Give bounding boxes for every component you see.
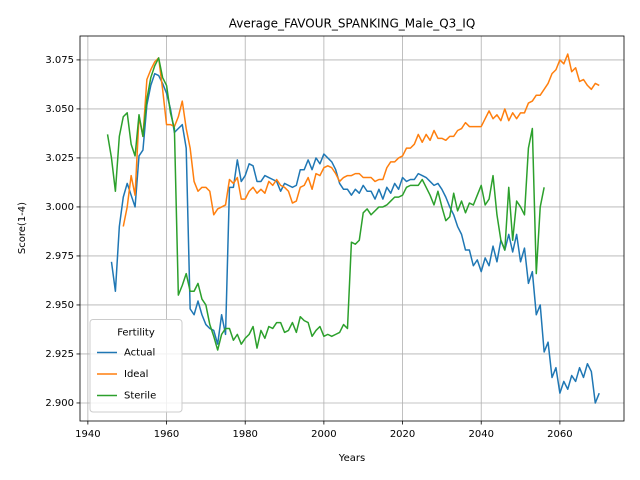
x-tick-label: 1940	[75, 429, 100, 440]
x-tick-label: 2040	[468, 429, 493, 440]
y-tick-label: 2.950	[45, 300, 74, 311]
y-tick-label: 3.025	[45, 153, 74, 164]
x-tick-label: 2000	[311, 429, 336, 440]
legend-title: Fertility	[117, 328, 155, 339]
data-line	[122, 53, 600, 227]
y-tick-label: 2.900	[45, 398, 74, 409]
axes-frame	[79, 35, 625, 422]
y-tick-label: 3.075	[45, 55, 74, 66]
y-tick-label: 3.000	[45, 202, 74, 213]
x-tick-label: 2020	[390, 429, 415, 440]
legend-box	[89, 319, 183, 413]
y-axis-label: Score(1-4)	[17, 202, 28, 254]
legend-label: Ideal	[124, 369, 148, 380]
legend-label: Actual	[124, 348, 155, 359]
data-line	[106, 57, 545, 351]
y-tick-label: 2.925	[45, 349, 74, 360]
x-tick-label: 1980	[232, 429, 257, 440]
data-line	[110, 72, 600, 404]
x-tick-label: 1960	[154, 429, 179, 440]
chart-title: Average_FAVOUR_SPANKING_Male_Q3_IQ	[229, 17, 476, 31]
y-tick-label: 2.975	[45, 251, 74, 262]
y-tick-label: 3.050	[45, 104, 74, 115]
x-axis-label: Years	[338, 453, 365, 464]
legend-label: Sterile	[124, 391, 156, 402]
x-tick-label: 2060	[547, 429, 572, 440]
